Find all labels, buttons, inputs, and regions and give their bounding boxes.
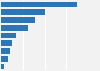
Bar <box>1 56 8 62</box>
Bar <box>1 9 44 15</box>
Bar <box>1 25 28 31</box>
Bar <box>1 48 10 54</box>
Bar <box>1 33 16 38</box>
Bar <box>1 17 35 23</box>
Bar <box>1 64 4 69</box>
Bar <box>1 40 12 46</box>
Bar <box>1 2 77 7</box>
